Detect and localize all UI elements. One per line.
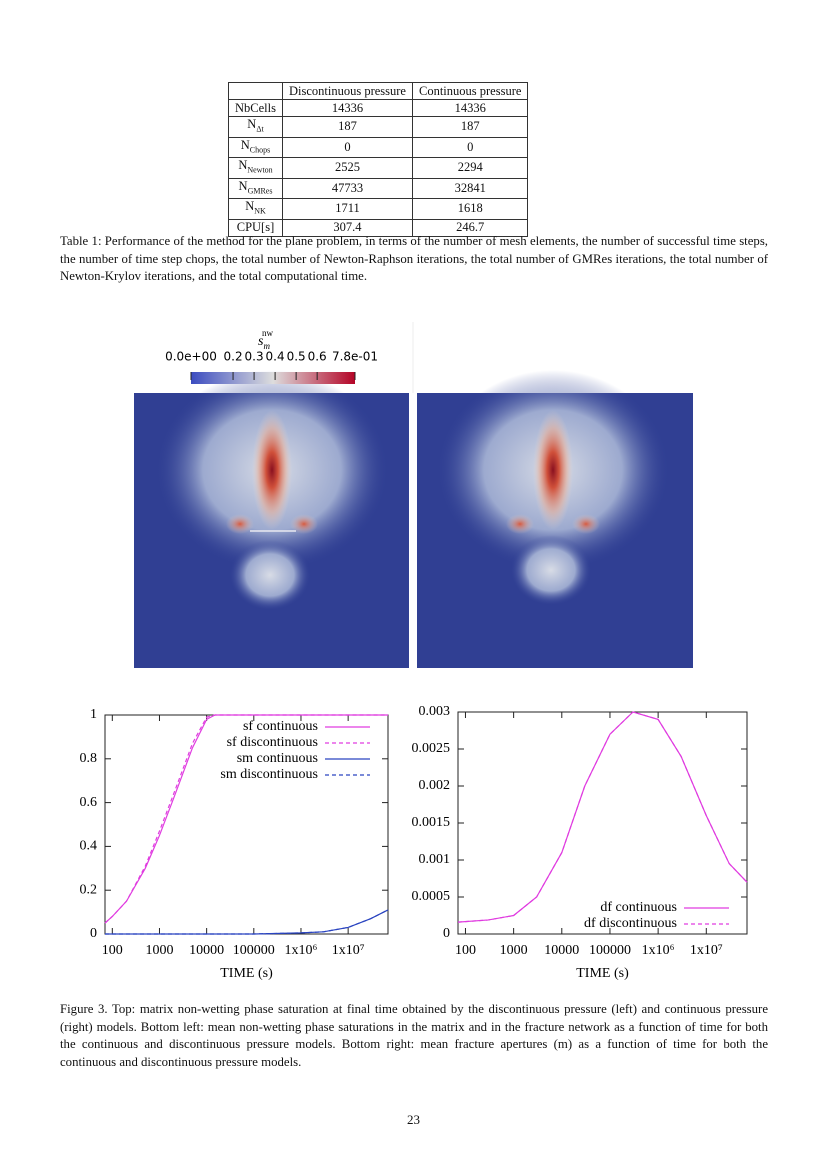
colorbar-title-base: s (258, 334, 264, 349)
series-line (105, 909, 389, 935)
row-name: N (238, 178, 248, 193)
x-tick-label: 1000 (145, 943, 173, 958)
legend-label: sf discontinuous (227, 735, 318, 750)
table-row: NGMRes 47733 32841 (228, 177, 529, 199)
row-label: CPU[s] (228, 218, 283, 237)
colorbar-tick-label: 0.2 (224, 350, 243, 364)
table-cell: 47733 (281, 177, 413, 199)
colorbar-tick-label: 0.6 (308, 350, 327, 364)
x-axis-label: TIME (s) (220, 966, 273, 981)
series-line (105, 909, 389, 935)
y-tick-label: 0.002 (419, 778, 451, 793)
legend-label: sm discontinuous (220, 767, 318, 782)
figure: smnw 0.0e+00 0.2 0.3 0.4 0.5 0.6 7.8e-0100.20.… (80, 322, 748, 981)
table-cell: 307.4 (281, 218, 413, 237)
x-tick-label: 10000 (544, 943, 579, 958)
colorbar (191, 372, 355, 384)
colorbar-tick-label: 7.8e-01 (332, 350, 378, 364)
saturation-map-left (134, 370, 409, 668)
figure-caption: Figure 3. Top: matrix non-wetting phase … (60, 1002, 768, 1069)
y-tick-label: 0.0025 (412, 741, 451, 756)
table-cell: 1711 (281, 198, 413, 220)
y-tick-label: 0 (90, 926, 97, 941)
colorbar-title: sm nw (258, 328, 273, 351)
row-subscript: GMRes (247, 186, 273, 195)
row-name: N (245, 199, 255, 213)
colorbar-title-sup: nw (262, 328, 274, 338)
series-line (457, 711, 748, 923)
table-header: Discontinuous pressure Continuous pressur… (228, 82, 529, 100)
table-cell: 246.7 (411, 218, 529, 237)
colorbar-title-sub: m (263, 341, 270, 351)
row-name: N (247, 117, 257, 131)
y-tick-label: 0.0015 (412, 815, 451, 830)
colorbar-tick-label: 0.5 (287, 350, 306, 364)
row-name: CPU[s] (236, 220, 275, 234)
colorbar-tick-label: 0.4 (266, 350, 285, 364)
series-line (104, 714, 388, 924)
x-tick-label: 1x10⁷ (332, 943, 365, 958)
x-tick-label: 1x10⁶ (285, 943, 318, 958)
x-tick-label: 10000 (189, 943, 224, 958)
x-tick-label: 100000 (589, 943, 631, 958)
y-tick-label: 0.2 (80, 882, 98, 897)
y-tick-label: 0.0005 (412, 889, 451, 904)
table-caption: Table 1: Performance of the method for t… (60, 234, 768, 283)
column-header: Discontinuous pressure (281, 82, 413, 100)
legend-label: sf continuous (243, 719, 318, 734)
row-subscript: Δt (256, 124, 264, 134)
row-name: N (240, 137, 250, 152)
table-row: CPU[s] 307.4 246.7 (228, 218, 529, 237)
row-name: N (238, 158, 248, 172)
x-tick-label: 1x10⁷ (690, 943, 723, 958)
series-line (457, 711, 748, 923)
table-cell: 14336 (411, 99, 529, 117)
colorbar-tick-label: 0.3 (245, 350, 264, 364)
x-axis-label: TIME (s) (576, 966, 629, 981)
x-tick-label: 100000 (233, 943, 275, 958)
x-tick-label: 1x10⁶ (642, 943, 675, 958)
legend-label: df continuous (600, 900, 677, 915)
page-number: 23 (407, 1112, 420, 1127)
row-subscript: NK (254, 206, 266, 216)
x-tick-label: 100 (455, 943, 476, 958)
y-tick-label: 0.6 (80, 795, 98, 810)
performance-table: Discontinuous pressure Continuous pressur… (228, 82, 529, 237)
table-row: NΔt 187 187 (228, 116, 529, 138)
row-name: NbCells (235, 100, 276, 115)
table-row: NNK 1711 1618 (228, 198, 529, 220)
row-subscript: Chops (249, 145, 271, 154)
row-label: NbCells (228, 99, 283, 117)
x-tick-label: 100 (102, 943, 123, 958)
y-tick-label: 0.001 (419, 852, 451, 867)
y-tick-label: 0 (443, 926, 450, 941)
table-row: NChops 0 0 (228, 136, 529, 158)
y-tick-label: 0.8 (80, 751, 98, 766)
colorbar-tick-label: 0.0e+00 (165, 350, 217, 364)
saturation-map-right (417, 370, 693, 668)
table-row: NbCells 14336 14336 (228, 99, 529, 117)
y-tick-label: 0.003 (419, 704, 451, 719)
legend-label: sm continuous (237, 751, 318, 766)
row-subscript: Newton (247, 165, 273, 175)
x-tick-label: 1000 (500, 943, 528, 958)
legend-label: df discontinuous (584, 916, 677, 931)
y-tick-label: 0.4 (80, 839, 98, 854)
y-tick-label: 1 (90, 707, 97, 722)
table-cell: 187 (411, 116, 529, 138)
